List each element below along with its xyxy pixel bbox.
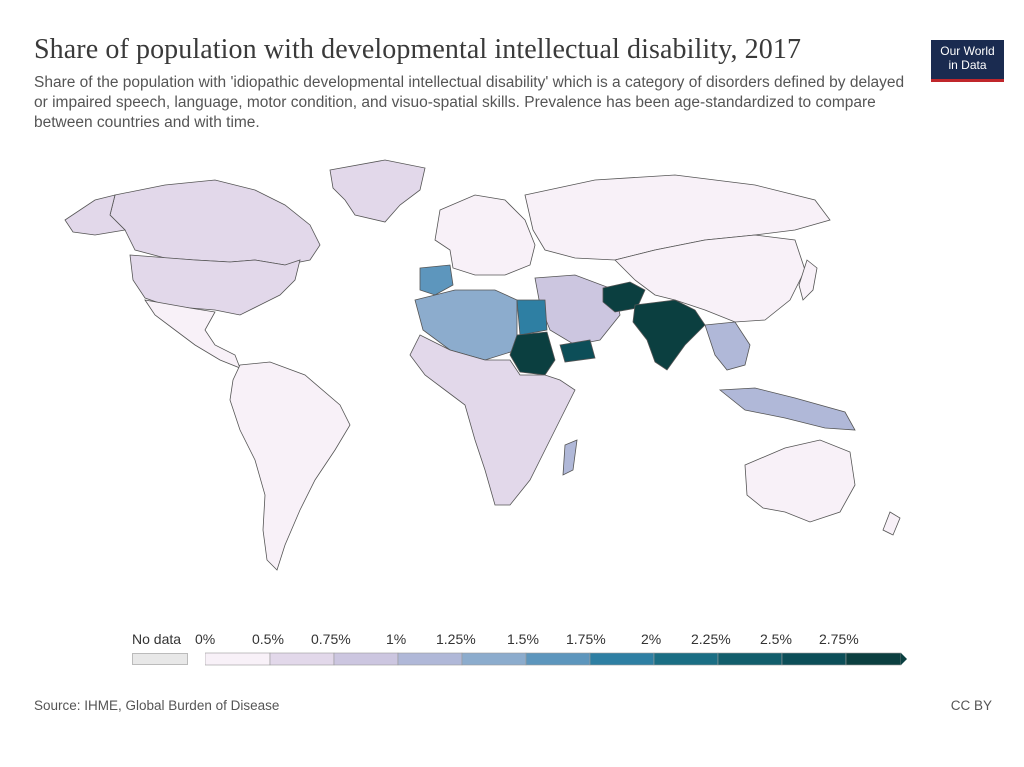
region-egypt[interactable] <box>516 299 548 336</box>
legend-bin[interactable] <box>205 652 271 666</box>
legend-no-data-swatch[interactable] <box>132 653 188 665</box>
logo-line-1: Our World <box>940 44 995 58</box>
legend-tick-label: 2.5% <box>760 631 792 647</box>
legend-tick-label: 1% <box>386 631 407 647</box>
legend-bin[interactable] <box>333 652 399 666</box>
legend-tick-label: 0% <box>195 631 216 647</box>
legend-bin[interactable] <box>525 652 591 666</box>
legend-tick-label: 2.25% <box>691 631 731 647</box>
legend-bin[interactable] <box>461 652 527 666</box>
region-greenland[interactable] <box>329 159 426 223</box>
region-japan[interactable] <box>798 259 818 301</box>
legend-bin[interactable] <box>653 652 719 666</box>
region-sudan[interactable] <box>509 331 556 376</box>
world-map[interactable] <box>55 150 915 590</box>
region-canada[interactable] <box>109 179 321 266</box>
source-note: Source: IHME, Global Burden of Disease <box>34 698 280 713</box>
legend-tick-label: 2.75% <box>819 631 859 647</box>
region-australia[interactable] <box>744 439 856 523</box>
legend-tick-label: 1.25% <box>436 631 476 647</box>
region-madagascar[interactable] <box>562 439 578 476</box>
region-sub-saharan-africa[interactable] <box>409 334 576 506</box>
legend-tick-label: 2% <box>641 631 662 647</box>
region-alaska[interactable] <box>64 194 126 236</box>
legend-bin[interactable] <box>589 652 655 666</box>
region-southeast-asia[interactable] <box>704 321 751 371</box>
chart-title: Share of population with developmental i… <box>34 34 802 65</box>
logo-line-2: in Data <box>948 58 987 72</box>
region-spain[interactable] <box>419 264 454 296</box>
region-east-asia[interactable] <box>614 234 806 323</box>
region-indonesia[interactable] <box>718 387 856 431</box>
region-europe[interactable] <box>434 194 536 276</box>
legend-bin[interactable] <box>269 652 335 666</box>
legend-color-scale[interactable] <box>205 652 910 668</box>
region-south-america[interactable] <box>229 361 351 571</box>
legend-tick-label: 1.75% <box>566 631 606 647</box>
legend-tick-label: 1.5% <box>507 631 539 647</box>
legend-bin[interactable] <box>397 652 463 666</box>
license-label[interactable]: CC BY <box>950 698 992 713</box>
legend-bin[interactable] <box>717 652 783 666</box>
legend-bin[interactable] <box>845 652 902 666</box>
region-new-zealand[interactable] <box>882 511 901 536</box>
legend-tick-label: 0.75% <box>311 631 351 647</box>
region-yemen[interactable] <box>559 339 596 363</box>
region-mexico[interactable] <box>144 299 241 369</box>
legend-no-data-label: No data <box>132 631 182 647</box>
region-india[interactable] <box>632 299 706 371</box>
owid-logo[interactable]: Our World in Data <box>931 40 1004 82</box>
legend-bin[interactable] <box>781 652 847 666</box>
chart-subtitle: Share of the population with 'idiopathic… <box>34 74 905 131</box>
legend-arrow-tip <box>901 653 907 665</box>
legend-tick-label: 0.5% <box>252 631 284 647</box>
